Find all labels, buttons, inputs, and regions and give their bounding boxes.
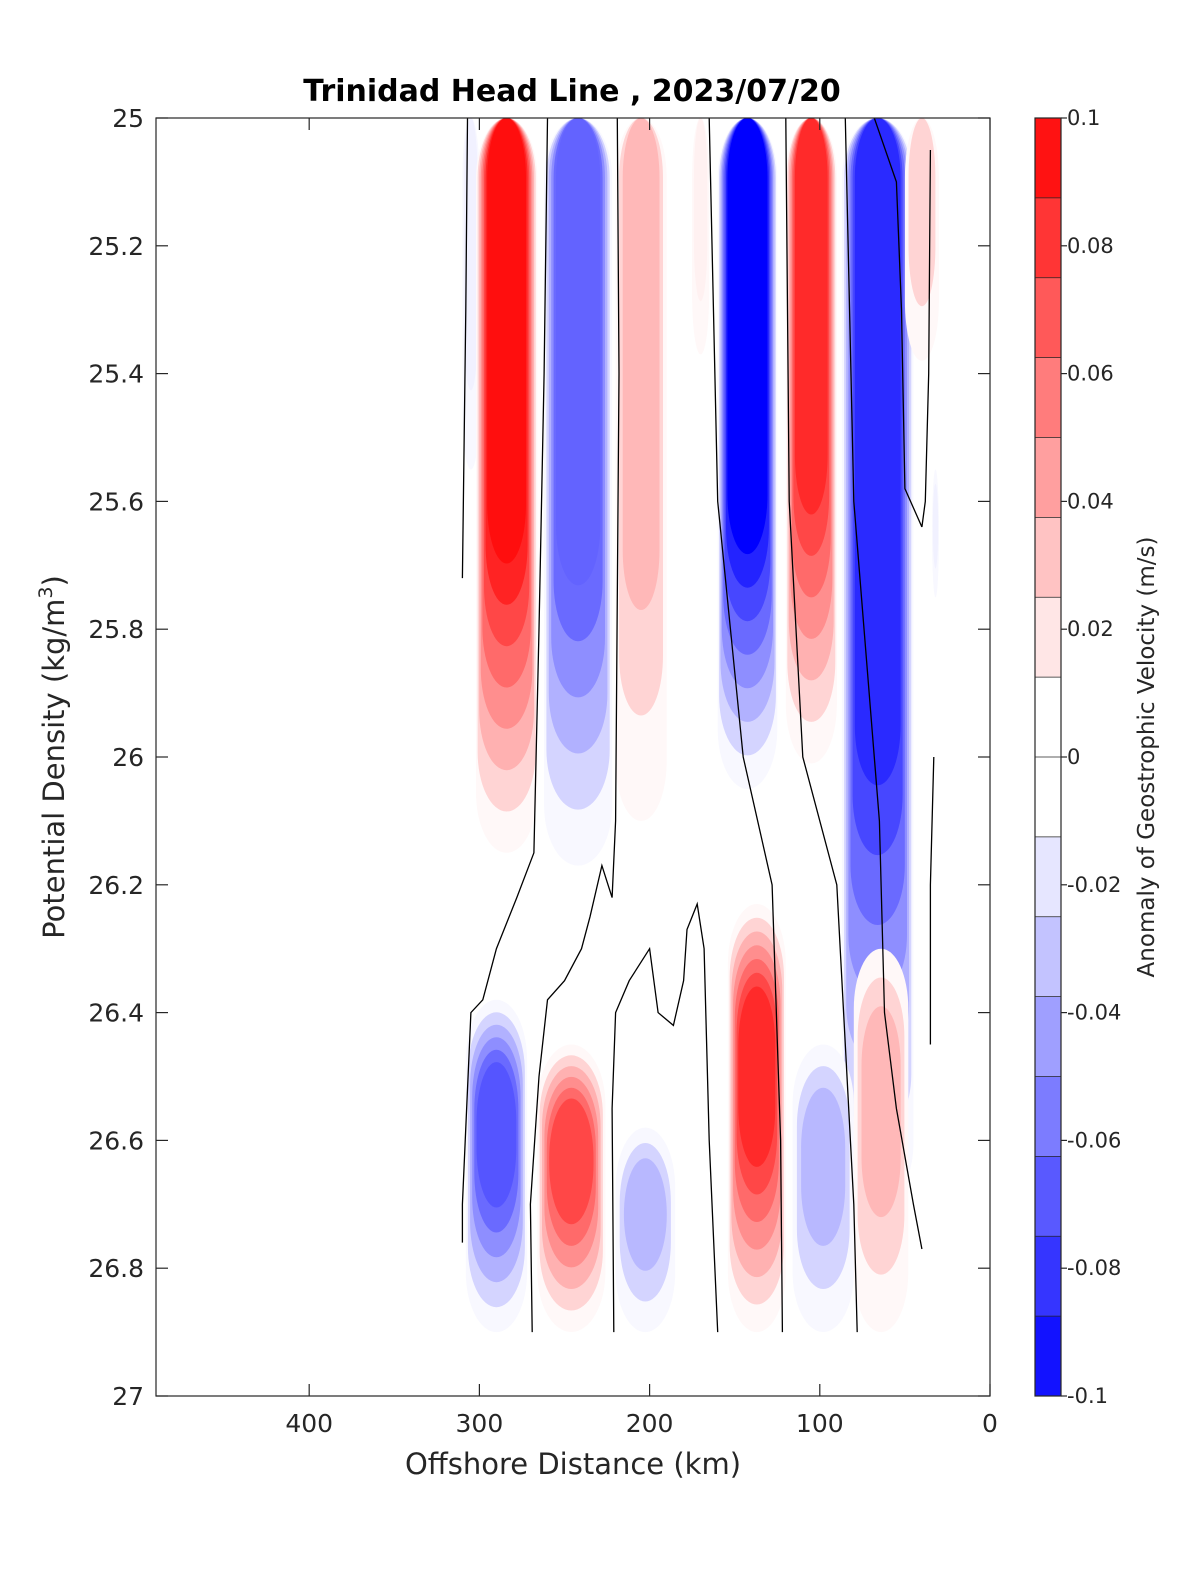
colorbar-tick-label-0: 0.1 [1067,106,1100,130]
y-axis: 25 25.2 25.4 25.6 25.8 26 26.2 26.4 26.6 26.8 27 [88,104,990,1411]
anomaly-band-10-level-5 [476,1062,517,1208]
colorbar-segment-13 [1035,1156,1061,1237]
y-axis-label-close: ) [37,575,71,586]
colorbar-tick-label-10: -0.1 [1067,1384,1108,1408]
y-tick-label-0: 25 [112,104,144,133]
anomaly-band-13-level-6 [738,986,776,1167]
anomaly-band-11-level-5 [549,1098,594,1225]
colorbar-segment-2 [1035,277,1061,358]
y-tick-label-9: 26.8 [88,1254,144,1283]
zero-contour-line-0 [461,118,469,579]
colorbar-tick-label-1: 0.08 [1067,234,1114,258]
colorbar-segment-3 [1035,357,1061,438]
x-tick-label-3: 100 [796,1409,844,1438]
y-tick-label-1: 25.2 [88,232,144,261]
x-axis-label: Offshore Distance (km) [405,1447,741,1481]
colorbar-tick-label-8: -0.06 [1067,1128,1121,1152]
colorbar-segment-1 [1035,197,1061,278]
colorbar-segment-8 [1035,757,1061,837]
y-tick-label-5: 26 [112,743,144,772]
anomaly-band-0-level-1 [464,118,478,391]
colorbar-segment-9 [1035,836,1061,917]
y-axis-label-sup: 3 [35,586,57,598]
x-tick-label-4: 0 [982,1409,998,1438]
zero-contours [461,118,935,1333]
y-axis-label: Potential Density (kg/m3) [35,575,71,939]
x-tick-label-1: 300 [456,1409,504,1438]
colorbar-segment-5 [1035,517,1061,598]
colorbar-tick-label-3: 0.04 [1067,489,1114,513]
zero-contour-line-8 [929,756,935,1045]
x-axis: 400 300 200 100 0 [285,118,998,1438]
zero-contour-line-3 [611,901,719,1333]
colorbar-segment-15 [1035,1316,1061,1396]
colorbar-tick-label-9: -0.08 [1067,1256,1121,1280]
zero-contour-line-6 [844,118,923,1250]
anomaly-band-12-level-2 [623,1158,667,1271]
anomaly-band-6-level-6 [794,118,828,515]
y-tick-label-10: 27 [112,1382,144,1411]
y-tick-label-7: 26.4 [88,999,144,1028]
colorbar-segment-11 [1035,996,1061,1077]
zero-contour-line-2 [529,118,620,1333]
anomaly-band-7-level-6 [854,118,901,786]
colorbar-segment-6 [1035,597,1061,678]
colorbar: 0.1 0.08 0.06 0.04 0.02 0 -0.02 -0.04 -0.06 -0.08… [1034,106,1121,1408]
y-tick-label-2: 25.4 [88,360,144,389]
zero-contour-line-9 [921,149,932,528]
zero-contour-line-5 [785,118,858,1333]
anomaly-band-5-level-8 [728,118,767,521]
colorbar-tick-label-4: 0.02 [1067,617,1114,641]
colorbar-label: Anomaly of Geostrophic Velocity (m/s) [1134,537,1160,978]
anomaly-band-14-level-2 [801,1087,846,1246]
anomaly-band-8-level-1 [908,118,936,307]
anomaly-band-9-level-1 [932,483,939,569]
y-tick-label-6: 26.2 [88,871,144,900]
colorbar-segment-4 [1035,437,1061,518]
anomaly-band-1-level-7 [487,118,526,564]
chart-title: Trinidad Head Line , 2023/07/20 [303,74,840,109]
velocity-anomaly-field [462,118,939,1333]
colorbar-tick-label-2: 0.06 [1067,362,1114,386]
colorbar-tick-label-7: -0.04 [1067,1001,1121,1025]
colorbar-tick-label-6: -0.02 [1067,873,1121,897]
x-tick-label-2: 200 [626,1409,674,1438]
y-axis-label-main: Potential Density (kg/m [37,599,71,939]
zero-contour-line-4 [708,118,784,1333]
zero-contour-line-7 [873,118,923,528]
anomaly-band-2-level-5 [556,118,601,586]
colorbar-segment-12 [1035,1076,1061,1157]
x-tick-label-0: 400 [285,1409,333,1438]
colorbar-segment-0 [1035,118,1061,198]
colorbar-segment-14 [1035,1236,1061,1317]
y-tick-label-8: 26.6 [88,1126,144,1155]
anomaly-band-3-level-2 [622,118,660,610]
y-tick-label-3: 25.6 [88,487,144,516]
zero-contour-line-1 [461,118,549,1243]
anomaly-band-15-level-2 [861,1006,901,1218]
colorbar-segment-7 [1035,677,1061,757]
colorbar-tick-label-5: 0 [1067,745,1080,769]
y-tick-label-4: 25.8 [88,615,144,644]
colorbar-segment-10 [1035,916,1061,997]
anomaly-band-4-level-1 [693,118,708,302]
